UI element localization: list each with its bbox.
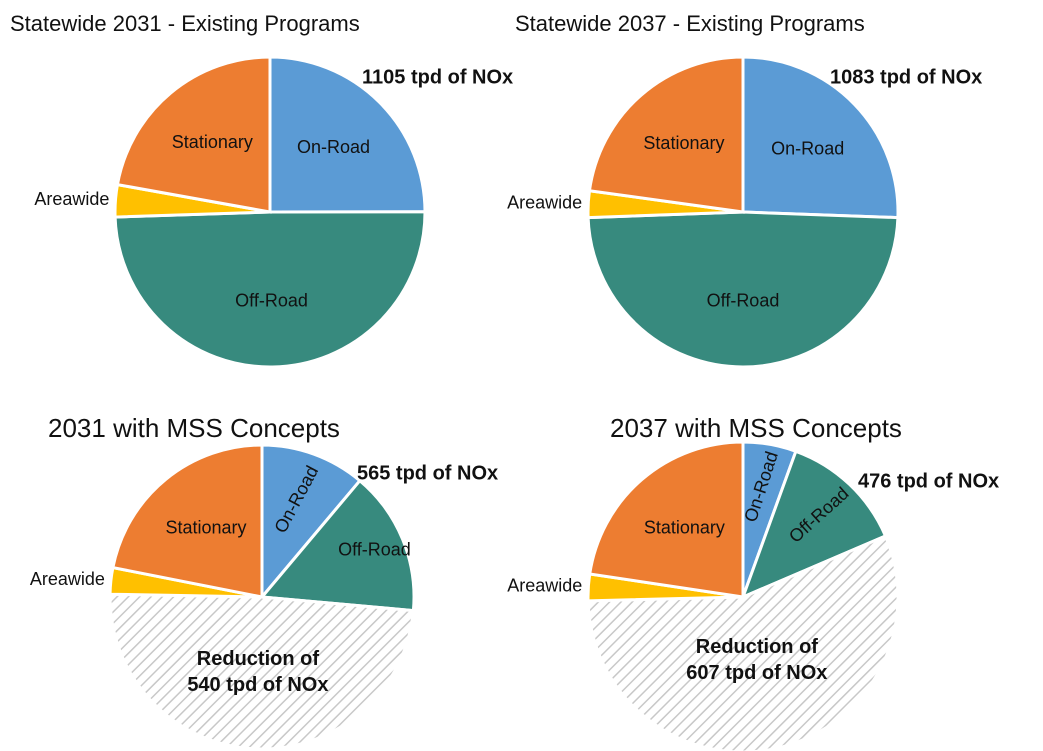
total-annotation: 565 tpd of NOx [357, 462, 498, 484]
pie-slice [587, 55, 745, 214]
total-annotation: 1105 tpd of NOx [362, 66, 513, 88]
pie-slice [588, 440, 745, 599]
slice-label: Off-Road [235, 291, 308, 311]
pie-slice [741, 55, 900, 220]
slice-label: Areawide [507, 193, 582, 213]
pie-slice [268, 55, 427, 214]
pie-slice [258, 478, 416, 613]
pie-slice [260, 443, 362, 602]
pie-slice [108, 592, 416, 751]
slice-label: Areawide [30, 569, 105, 589]
total-annotation: 476 tpd of NOx [858, 470, 999, 492]
pie-slice [111, 443, 264, 599]
reduction-label: 607 tpd of NOx [686, 662, 827, 684]
slice-label: Areawide [507, 576, 582, 596]
pie-slice [115, 55, 272, 214]
reduction-label: Reduction of [696, 636, 819, 658]
pie-slice [586, 534, 900, 751]
slice-label: On-Road [771, 138, 844, 158]
chart-title: 2031 with MSS Concepts [48, 413, 340, 443]
reduction-label: 540 tpd of NOx [187, 674, 328, 696]
slice-label: Stationary [165, 518, 246, 538]
pie-slice [586, 210, 900, 369]
slice-label: Stationary [172, 132, 253, 152]
slice-label: Stationary [643, 133, 724, 153]
slice-label: Off-Road [338, 539, 411, 559]
chart-title: Statewide 2037 - Existing Programs [515, 11, 865, 36]
slice-label: Off-Road [707, 291, 780, 311]
slice-label: Stationary [644, 518, 725, 538]
pie-slice [740, 449, 888, 600]
chart-title: Statewide 2031 - Existing Programs [10, 11, 360, 36]
total-annotation: 1083 tpd of NOx [830, 66, 982, 88]
slice-label: On-Road [297, 137, 370, 157]
chart-title: 2037 with MSS Concepts [610, 413, 902, 443]
pie-slice [113, 210, 427, 369]
slice-label: Areawide [34, 189, 109, 209]
reduction-label: Reduction of [197, 648, 320, 670]
